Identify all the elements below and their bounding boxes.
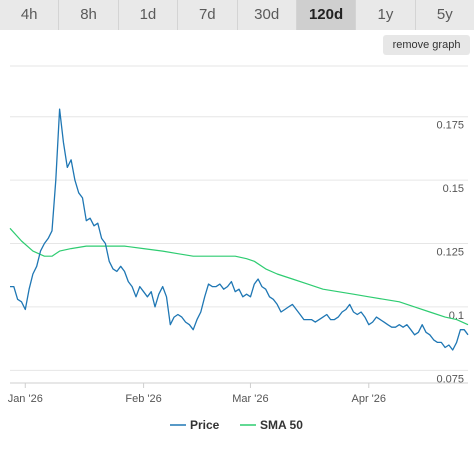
x-tick-label: Feb '26: [125, 393, 161, 405]
legend-item[interactable]: Price: [170, 418, 220, 432]
x-tick-label: Apr '26: [352, 393, 387, 405]
tab-7d[interactable]: 7d: [178, 0, 238, 30]
x-tick-label: Jan '26: [8, 393, 43, 405]
y-tick-label: 0.075: [436, 373, 464, 385]
timeframe-tabs: 4h 8h 1d 7d 30d 120d 1y 5y: [0, 0, 474, 30]
tab-1y[interactable]: 1y: [356, 0, 416, 30]
legend-label: Price: [190, 418, 220, 432]
x-tick-label: Mar '26: [232, 393, 268, 405]
tab-5y[interactable]: 5y: [415, 0, 474, 30]
y-tick-label: 0.15: [443, 183, 464, 195]
y-tick-label: 0.175: [436, 120, 464, 132]
legend-item[interactable]: SMA 50: [240, 418, 303, 432]
y-tick-label: 0.125: [436, 247, 464, 259]
tab-120d[interactable]: 120d: [296, 0, 357, 30]
tab-30d[interactable]: 30d: [237, 0, 297, 30]
remove-graph-button[interactable]: remove graph: [383, 35, 470, 55]
price-series-line: [10, 108, 469, 351]
tab-4h[interactable]: 4h: [0, 0, 60, 30]
legend-label: SMA 50: [260, 418, 303, 432]
sma-50-series-line: [9, 227, 469, 326]
tab-8h[interactable]: 8h: [59, 0, 119, 30]
tab-1d[interactable]: 1d: [118, 0, 179, 30]
